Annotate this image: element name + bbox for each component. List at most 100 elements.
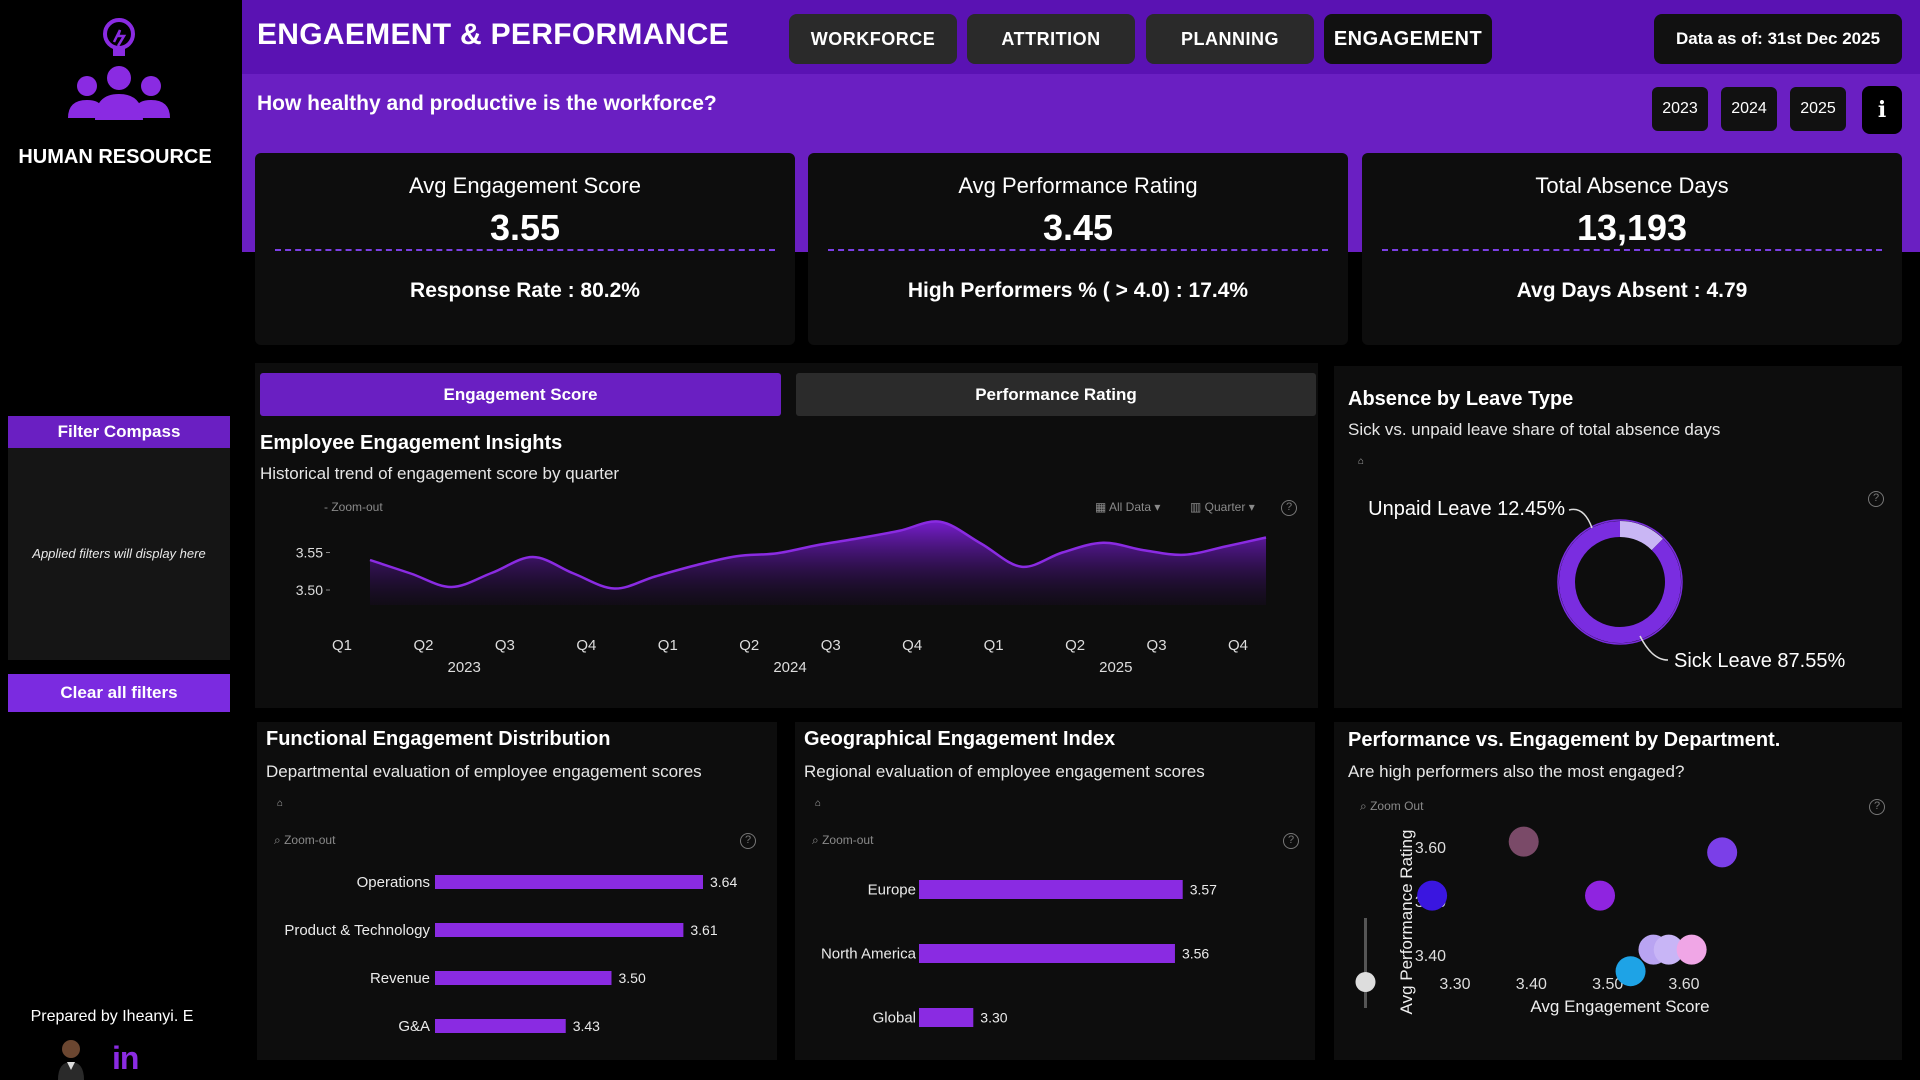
x-tick-label: Q3 — [1147, 637, 1167, 654]
x-tick-label: Q4 — [576, 637, 596, 654]
bar-category-label: Product & Technology — [284, 922, 430, 939]
x-tick-label: Q4 — [1228, 637, 1248, 654]
chevron-down-icon: ▾ — [1151, 500, 1161, 514]
scatter-subtitle: Are high performers also the most engage… — [1348, 762, 1685, 781]
zoom-slider-handle[interactable] — [1355, 972, 1376, 992]
zoom-out-label: - Zoom-out — [324, 500, 383, 514]
kpi-subvalue: Avg Days Absent : 4.79 — [1516, 279, 1748, 302]
bar-value-label: 3.43 — [573, 1018, 600, 1034]
kpi-value: 3.45 — [1042, 207, 1114, 248]
bar[interactable] — [435, 971, 612, 985]
x-tick-label: Q4 — [902, 637, 922, 654]
y-tick-label: 3.40 — [1415, 948, 1446, 965]
clear-all-filters-button[interactable]: Clear all filters — [8, 674, 230, 712]
zoom-out-label: Zoom-out — [284, 833, 336, 847]
y-tick-label: 3.50 — [296, 582, 323, 598]
kpi-subvalue: High Performers % ( > 4.0) : 17.4% — [907, 279, 1249, 302]
trend-zoom-out[interactable]: - Zoom-out — [324, 500, 383, 514]
callout-line — [1568, 508, 1593, 529]
calendar-icon: ▦ — [1095, 500, 1110, 514]
year-2025-button[interactable]: 2025 — [1790, 87, 1846, 131]
x-tick-label: Q1 — [332, 637, 352, 654]
tab-performance-rating[interactable]: Performance Rating — [796, 373, 1316, 416]
scatter-point[interactable] — [1615, 956, 1646, 987]
home-icon[interactable]: ⌂ — [1358, 456, 1365, 467]
bar[interactable] — [435, 875, 703, 889]
scatter-point[interactable] — [1508, 826, 1539, 857]
kpi-value: 13,193 — [1576, 207, 1688, 248]
info-icon[interactable]: i — [1862, 86, 1902, 134]
nav-engagement-button[interactable]: ENGAGEMENT — [1324, 14, 1492, 64]
scatter-point[interactable] — [1676, 934, 1707, 965]
y-axis-label: Avg Performance Rating — [1397, 830, 1416, 1015]
kpi-divider — [1382, 249, 1882, 251]
bar-value-label: 3.30 — [980, 1010, 1007, 1026]
bar[interactable] — [919, 880, 1183, 899]
scatter-point[interactable] — [1585, 880, 1616, 911]
x-tick-label: Q1 — [658, 637, 678, 654]
donut-label-sick: Sick Leave 87.55% — [1674, 650, 1845, 672]
help-icon[interactable]: ? — [1868, 491, 1884, 507]
help-icon[interactable]: ? — [1869, 799, 1885, 815]
year-2023-button[interactable]: 2023 — [1652, 87, 1708, 131]
bar-value-label: 3.57 — [1190, 882, 1217, 898]
nav-workforce-button[interactable]: WORKFORCE — [789, 14, 957, 64]
bar[interactable] — [919, 1008, 974, 1027]
bar-value-label: 3.50 — [618, 970, 645, 986]
home-icon[interactable]: ⌂ — [815, 798, 822, 809]
kpi-value: 3.55 — [489, 207, 561, 248]
chevron-down-icon: ▾ — [1245, 500, 1255, 514]
nav-attrition-button[interactable]: ATTRITION — [967, 14, 1135, 64]
year-2024-button[interactable]: 2024 — [1721, 87, 1777, 131]
quarter-dropdown[interactable]: ▥ Quarter ▾ — [1190, 500, 1255, 514]
filter-compass-panel: Filter Compass Applied filters will disp… — [8, 416, 230, 660]
scatter-point[interactable] — [1707, 837, 1738, 868]
home-icon[interactable]: ⌂ — [277, 798, 284, 809]
help-icon[interactable]: ? — [740, 833, 756, 849]
bar-value-label: 3.56 — [1182, 946, 1209, 962]
filter-compass-title: Filter Compass — [8, 416, 230, 448]
kpi-divider — [275, 249, 775, 251]
kpi-divider — [828, 249, 1328, 251]
x-tick-label: Q2 — [739, 637, 759, 654]
zoom-slider-track[interactable] — [1364, 918, 1367, 1008]
kpi-label: Total Absence Days — [1535, 173, 1729, 198]
zoom-icon: ⌕ — [274, 833, 285, 847]
trend-subtitle: Historical trend of engagement score by … — [260, 464, 620, 483]
all-data-label: All Data — [1109, 500, 1152, 514]
y-tick-label: 3.55 — [296, 545, 323, 561]
zoom-icon: ⌕ — [1360, 799, 1371, 813]
zoom-out-label: Zoom-out — [822, 833, 874, 847]
bar-category-label: Global — [873, 1010, 916, 1027]
geo-title: Geographical Engagement Index — [804, 728, 1116, 750]
bar-category-label: North America — [821, 946, 917, 963]
bar[interactable] — [435, 923, 684, 937]
bar-category-label: Revenue — [370, 970, 430, 987]
sidebar: HUMAN RESOURCE Filter Compass Applied fi… — [0, 0, 242, 1080]
donut-slice[interactable] — [1619, 521, 1663, 551]
nav-planning-button[interactable]: PLANNING — [1146, 14, 1314, 64]
author-avatar[interactable] — [56, 1036, 86, 1080]
x-tick-label: 3.40 — [1516, 976, 1547, 993]
bar[interactable] — [435, 1019, 566, 1033]
absence-donut-chart: Unpaid Leave 12.45% Sick Leave 87.55% — [1368, 498, 1845, 672]
all-data-dropdown[interactable]: ▦ All Data ▾ — [1095, 500, 1160, 514]
help-icon[interactable]: ? — [1281, 500, 1297, 516]
donut-label-unpaid: Unpaid Leave 12.45% — [1368, 498, 1565, 520]
x-tick-label: 3.30 — [1439, 976, 1470, 993]
bar[interactable] — [919, 944, 1175, 963]
tab-engagement-score[interactable]: Engagement Score — [260, 373, 781, 416]
help-icon[interactable]: ? — [1283, 833, 1299, 849]
absence-subtitle: Sick vs. unpaid leave share of total abs… — [1348, 420, 1721, 439]
scatter-point[interactable] — [1417, 880, 1448, 911]
x-tick-label: Q3 — [495, 637, 515, 654]
scatter-zoom-out[interactable]: ⌕ Zoom Out — [1360, 799, 1423, 814]
functional-zoom-out[interactable]: ⌕ Zoom-out — [274, 833, 335, 848]
kpi-card-absence: Total Absence Days 13,193 Avg Days Absen… — [1362, 153, 1902, 345]
linkedin-icon[interactable]: in — [112, 1040, 139, 1076]
scatter-point[interactable] — [1653, 934, 1684, 965]
donut-outer-ring — [1557, 519, 1683, 645]
y-tick-label: 3.60 — [1415, 840, 1446, 857]
donut-slice[interactable] — [1559, 521, 1681, 643]
geo-zoom-out[interactable]: ⌕ Zoom-out — [812, 833, 873, 848]
